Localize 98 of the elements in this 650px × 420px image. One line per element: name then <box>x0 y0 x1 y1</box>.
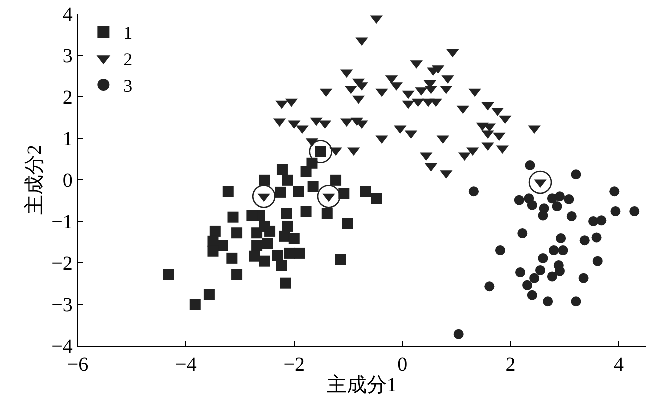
point <box>571 296 582 307</box>
point <box>259 220 270 232</box>
point <box>527 200 538 210</box>
point <box>518 228 528 239</box>
point <box>571 170 582 180</box>
point <box>527 290 538 300</box>
point <box>246 210 258 222</box>
point <box>259 256 270 267</box>
y-tick-label: −2 <box>52 253 73 275</box>
point <box>252 240 263 252</box>
point <box>288 233 300 244</box>
x-tick-label: −2 <box>284 354 306 376</box>
point <box>294 248 306 259</box>
point <box>259 174 270 186</box>
point <box>522 280 533 290</box>
point <box>549 246 560 256</box>
point <box>309 140 333 164</box>
point <box>293 186 304 198</box>
point <box>516 268 526 278</box>
point <box>528 170 552 194</box>
x-tick-label: 2 <box>506 354 516 376</box>
legend-label: 3 <box>124 76 133 96</box>
point <box>525 160 536 170</box>
point <box>322 208 333 220</box>
point <box>495 246 506 256</box>
point <box>308 181 319 192</box>
point <box>538 253 548 264</box>
point <box>580 236 590 246</box>
point <box>226 252 238 264</box>
point <box>564 194 574 205</box>
point <box>279 230 290 242</box>
point <box>454 329 464 340</box>
point <box>592 256 603 266</box>
point <box>335 254 346 266</box>
y-tick-label: 2 <box>62 87 73 109</box>
y-tick-label: −3 <box>52 294 73 316</box>
point <box>232 228 243 239</box>
point <box>317 184 341 208</box>
point <box>272 250 284 262</box>
point <box>371 193 382 204</box>
point <box>249 250 260 262</box>
point <box>538 210 548 221</box>
point <box>217 240 228 252</box>
point <box>232 269 243 280</box>
point <box>556 234 566 244</box>
point <box>284 248 296 259</box>
point <box>210 226 221 237</box>
x-axis-title: 主成分1 <box>327 374 397 397</box>
legend-label: 2 <box>124 50 133 70</box>
y-tick-label: 3 <box>62 46 73 68</box>
point <box>530 273 540 284</box>
point <box>252 184 276 208</box>
y-tick-label: −1 <box>52 212 73 234</box>
point <box>300 166 312 178</box>
point <box>262 238 274 249</box>
point <box>578 273 589 284</box>
point <box>543 296 554 307</box>
point <box>468 186 479 197</box>
point <box>610 206 621 217</box>
point <box>484 282 495 292</box>
x-tick-label: 0 <box>398 354 408 376</box>
point <box>282 220 294 232</box>
point <box>282 174 294 186</box>
point <box>281 208 292 220</box>
point <box>554 266 565 276</box>
point <box>360 186 372 198</box>
point <box>596 216 607 226</box>
point <box>190 299 201 310</box>
point <box>610 186 620 197</box>
point <box>276 260 288 271</box>
point <box>558 246 568 256</box>
point <box>592 232 602 243</box>
point <box>536 265 546 276</box>
point <box>554 192 565 202</box>
x-tick-label: 4 <box>614 354 624 376</box>
point <box>300 206 312 218</box>
point <box>566 212 577 222</box>
point <box>228 212 239 223</box>
point <box>330 174 342 186</box>
point <box>275 186 286 198</box>
y-tick-label: 0 <box>62 170 73 192</box>
point <box>204 289 215 300</box>
point <box>342 218 354 230</box>
point <box>280 278 292 289</box>
y-tick-label: 4 <box>62 4 73 26</box>
x-tick-label: −4 <box>176 354 197 376</box>
y-tick-label: 1 <box>62 128 73 150</box>
point <box>547 272 558 282</box>
legend-label: 1 <box>124 23 133 44</box>
point <box>338 188 350 200</box>
point <box>222 186 234 198</box>
point <box>552 202 562 212</box>
point <box>630 206 640 217</box>
point <box>163 269 174 280</box>
y-axis-title: 主成分2 <box>23 145 46 215</box>
point <box>514 195 524 206</box>
point <box>276 164 288 176</box>
point <box>208 246 219 257</box>
